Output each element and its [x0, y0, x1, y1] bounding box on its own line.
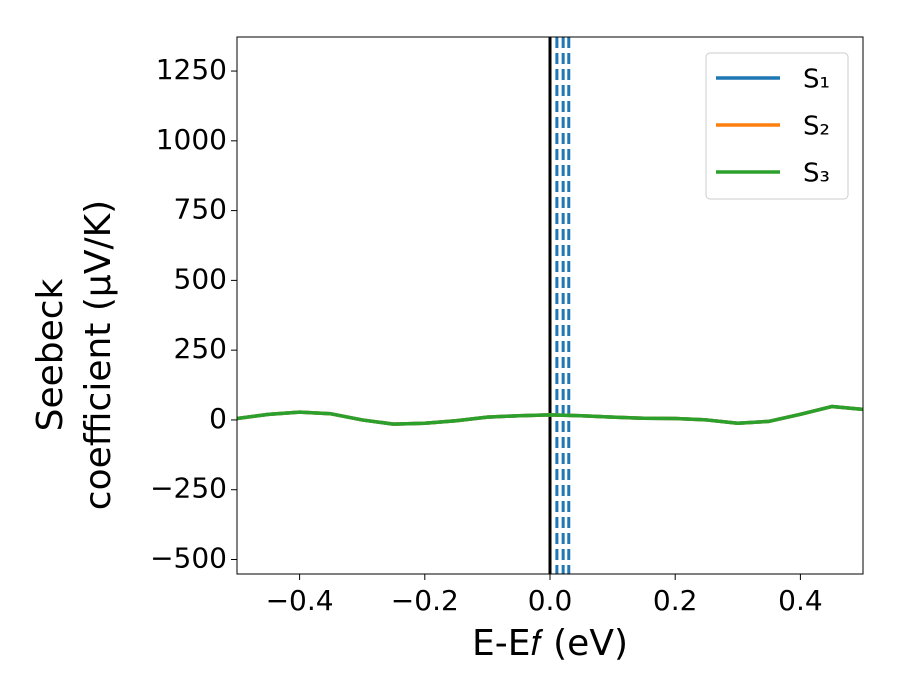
y-tick-label: 1250	[156, 53, 227, 86]
x-tick-label: 0.4	[778, 584, 823, 617]
legend-label: S₂	[803, 112, 830, 142]
x-axis-label: E-E𝑓 (eV)	[472, 623, 628, 664]
y-tick-label: 1000	[156, 123, 227, 156]
y-axis-label-line: coefficient (μV/K)	[78, 200, 119, 510]
x-tick-label: −0.4	[266, 584, 334, 617]
legend: S₁ S₂ S₃	[705, 52, 849, 200]
y-tick-label: 500	[174, 262, 227, 295]
legend-label: S₃	[803, 159, 830, 189]
y-tick-label: 0	[209, 402, 227, 435]
y-axis-label-line: Seebeck	[30, 278, 71, 431]
x-tick-label: 0.2	[653, 584, 698, 617]
plot-frame	[236, 36, 864, 575]
y-tick-label: 250	[174, 332, 227, 365]
y-tick-label: −250	[150, 472, 227, 505]
y-tick-label: 750	[174, 193, 227, 226]
y-tick-label: −500	[150, 541, 227, 574]
series-line	[237, 404, 863, 426]
x-tick-label: −0.2	[391, 584, 459, 617]
y-axis-label: Seebeck coefficient (μV/K)	[30, 200, 119, 510]
x-tick-label: 0.0	[528, 584, 573, 617]
legend-label: S₁	[803, 65, 830, 95]
